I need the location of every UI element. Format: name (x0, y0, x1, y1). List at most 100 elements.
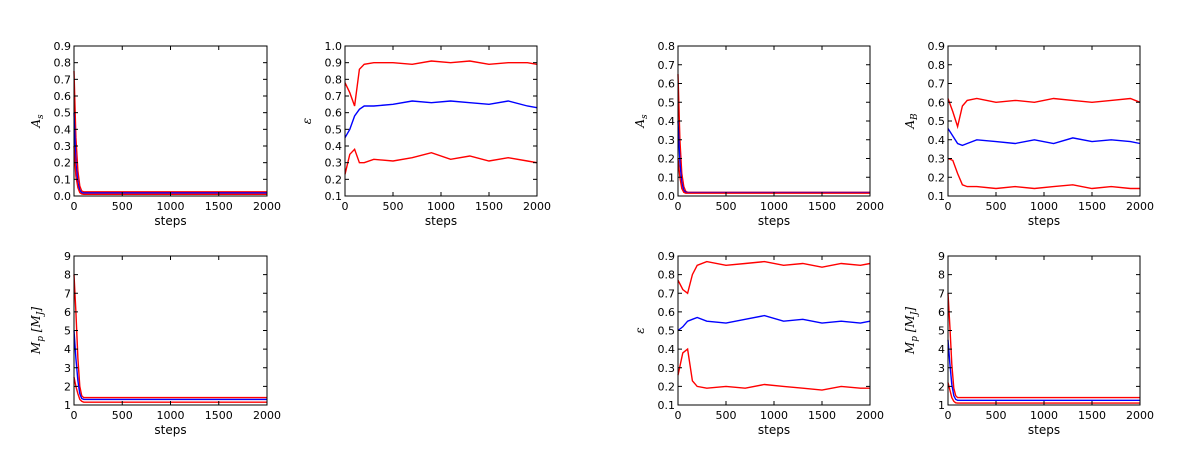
y-tick-label: 0.3 (54, 140, 72, 153)
x-tick-label: 1000 (1030, 409, 1058, 422)
y-tick-label: 0.8 (325, 73, 343, 86)
x-tick-label: 1500 (205, 200, 233, 213)
x-tick-label: 500 (716, 200, 737, 213)
y-axis-label: ε (300, 118, 314, 124)
y-tick-label: 0.2 (658, 380, 676, 393)
y-tick-label: 0.9 (54, 40, 72, 53)
y-tick-label: 0.3 (325, 157, 343, 170)
y-tick-label: 5 (938, 325, 945, 338)
x-tick-label: 2000 (856, 409, 884, 422)
y-tick-label: 0.5 (325, 123, 343, 136)
y-tick-label: 0.9 (658, 250, 676, 263)
series-line-b-AB-1 (947, 128, 1141, 147)
x-tick-label: 0 (71, 409, 78, 422)
y-tick-label: 0.8 (658, 269, 676, 282)
y-tick-label: 0.3 (928, 153, 946, 166)
x-axis-label: steps (1028, 423, 1060, 437)
x-tick-label: 1500 (475, 200, 503, 213)
series-line-a-Mp-1 (73, 330, 267, 401)
y-tick-label: 0.2 (54, 157, 72, 170)
series-line-b-AB-0 (947, 97, 1141, 130)
y-tick-label: 6 (64, 306, 71, 319)
series-line-a-eps-1 (344, 100, 538, 139)
y-tick-label: 0.2 (928, 171, 946, 184)
y-axis-label: Mp [MJ] (903, 307, 920, 355)
x-tick-label: 1000 (1030, 200, 1058, 213)
series-line-b-Mp-2 (947, 382, 1140, 404)
y-tick-label: 4 (64, 343, 71, 356)
x-tick-label: 500 (986, 409, 1007, 422)
y-axis-label: As (29, 114, 46, 129)
y-tick-label: 0.5 (658, 325, 676, 338)
subplot-b-As: 0 500 1000 1500 2000 0.0 0.1 0.2 0.3 0.4 0.5 0.6 0.7… (633, 40, 884, 228)
y-tick-label: 0.1 (658, 399, 676, 412)
y-tick-label: 0.1 (928, 190, 946, 203)
x-tick-label: 1500 (205, 409, 233, 422)
x-tick-label: 1500 (1078, 409, 1106, 422)
y-tick-label: 7 (938, 287, 945, 300)
y-tick-label: 0.4 (54, 123, 72, 136)
y-tick-label: 1 (64, 399, 71, 412)
series-line-b-eps-2 (677, 347, 870, 391)
y-tick-label: 1.0 (325, 40, 343, 53)
x-tick-label: 0 (945, 200, 952, 213)
y-tick-label: 0.8 (54, 57, 72, 70)
y-tick-label: 0.6 (325, 107, 343, 120)
x-tick-label: 1000 (760, 409, 788, 422)
y-axis-label: Mp [MJ] (29, 307, 46, 355)
plot-frame (677, 255, 871, 406)
y-tick-label: 0.0 (658, 190, 676, 203)
plot-frame (73, 255, 268, 406)
x-tick-label: 0 (675, 200, 682, 213)
y-tick-label: 0.2 (325, 173, 343, 186)
y-tick-label: 2 (64, 380, 71, 393)
y-tick-label: 7 (64, 287, 71, 300)
x-tick-label: 1500 (1078, 200, 1106, 213)
y-axis-label: AB (903, 113, 920, 130)
x-tick-label: 2000 (1126, 200, 1154, 213)
y-tick-label: 0.9 (928, 40, 946, 53)
x-tick-label: 2000 (523, 200, 551, 213)
series-line-b-As-1 (677, 120, 870, 194)
x-tick-label: 500 (112, 409, 133, 422)
y-tick-label: 0.8 (658, 40, 676, 53)
y-tick-label: 0.8 (928, 59, 946, 72)
y-axis-label: As (633, 114, 650, 129)
y-tick-label: 0.7 (658, 287, 676, 300)
y-tick-label: 0.6 (658, 78, 676, 91)
series-line-b-Mp-0 (947, 293, 1140, 399)
y-tick-label: 8 (64, 269, 71, 282)
series-line-a-As-1 (73, 112, 267, 194)
y-tick-label: 0.1 (325, 190, 343, 203)
x-tick-label: 0 (342, 200, 349, 213)
x-tick-label: 2000 (253, 409, 281, 422)
subplot-b-eps: 0 500 1000 1500 2000 0.1 0.2 0.3 0.4 0.5 0.6 0.7 0.8… (633, 250, 884, 437)
x-tick-label: 1500 (808, 409, 836, 422)
y-tick-label: 0.1 (54, 173, 72, 186)
plot-frame (344, 45, 538, 197)
y-tick-label: 0.3 (658, 134, 676, 147)
y-tick-label: 0.7 (54, 73, 72, 86)
y-tick-label: 9 (64, 250, 71, 263)
y-tick-label: 0.4 (928, 134, 946, 147)
x-tick-label: 1000 (427, 200, 455, 213)
series-line-a-Mp-0 (73, 274, 267, 399)
y-tick-label: 8 (938, 269, 945, 282)
subplot-b-AB: 0 500 1000 1500 2000 0.1 0.2 0.3 0.4 0.5 0.6 0.7 0.8… (903, 40, 1154, 228)
series-line-b-As-2 (677, 158, 870, 194)
x-axis-label: steps (154, 214, 186, 228)
y-tick-label: 0.6 (928, 96, 946, 109)
x-tick-label: 500 (112, 200, 133, 213)
x-tick-label: 0 (71, 200, 78, 213)
y-tick-label: 0.7 (325, 90, 343, 103)
y-tick-label: 0.5 (928, 115, 946, 128)
y-tick-label: 6 (938, 306, 945, 319)
y-tick-label: 0.9 (325, 57, 343, 70)
y-tick-label: 0.6 (54, 90, 72, 103)
y-tick-label: 5 (64, 325, 71, 338)
x-axis-label: steps (425, 214, 457, 228)
x-axis-label: steps (1028, 214, 1060, 228)
series-line-b-eps-0 (677, 260, 871, 295)
subplot-a-Mp: 0 500 1000 1500 2000 1 2 3 4 5 6 7 8 9 steps Mp [MJ] (29, 250, 281, 437)
